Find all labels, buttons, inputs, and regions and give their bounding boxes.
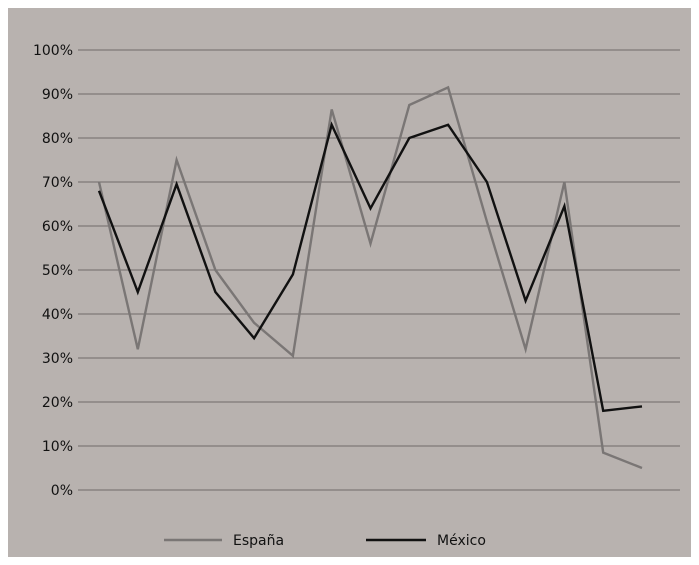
y-tick-label: 70%: [42, 175, 73, 191]
legend-label-espana: España: [233, 533, 284, 549]
y-axis-ticks: 100% 90% 80% 70% 60% 50% 40% 30% 20% 10% 0%: [33, 43, 73, 499]
y-tick-label: 60%: [42, 219, 73, 235]
y-tick-label: 40%: [42, 307, 73, 323]
gridlines: [78, 49, 680, 491]
y-tick-label: 0%: [51, 483, 73, 499]
legend-label-mexico: México: [437, 533, 486, 549]
y-tick-label: 30%: [42, 351, 73, 367]
legend: España México: [164, 533, 486, 549]
y-tick-label: 10%: [42, 439, 73, 455]
y-tick-label: 80%: [42, 131, 73, 147]
y-tick-label: 20%: [42, 395, 73, 411]
series-line-espana: [97, 85, 643, 470]
series-line-mexico: [97, 121, 643, 413]
y-tick-label: 100%: [33, 43, 73, 59]
y-tick-label: 50%: [42, 263, 73, 279]
y-tick-label: 90%: [42, 87, 73, 103]
series-lines: [97, 85, 643, 470]
